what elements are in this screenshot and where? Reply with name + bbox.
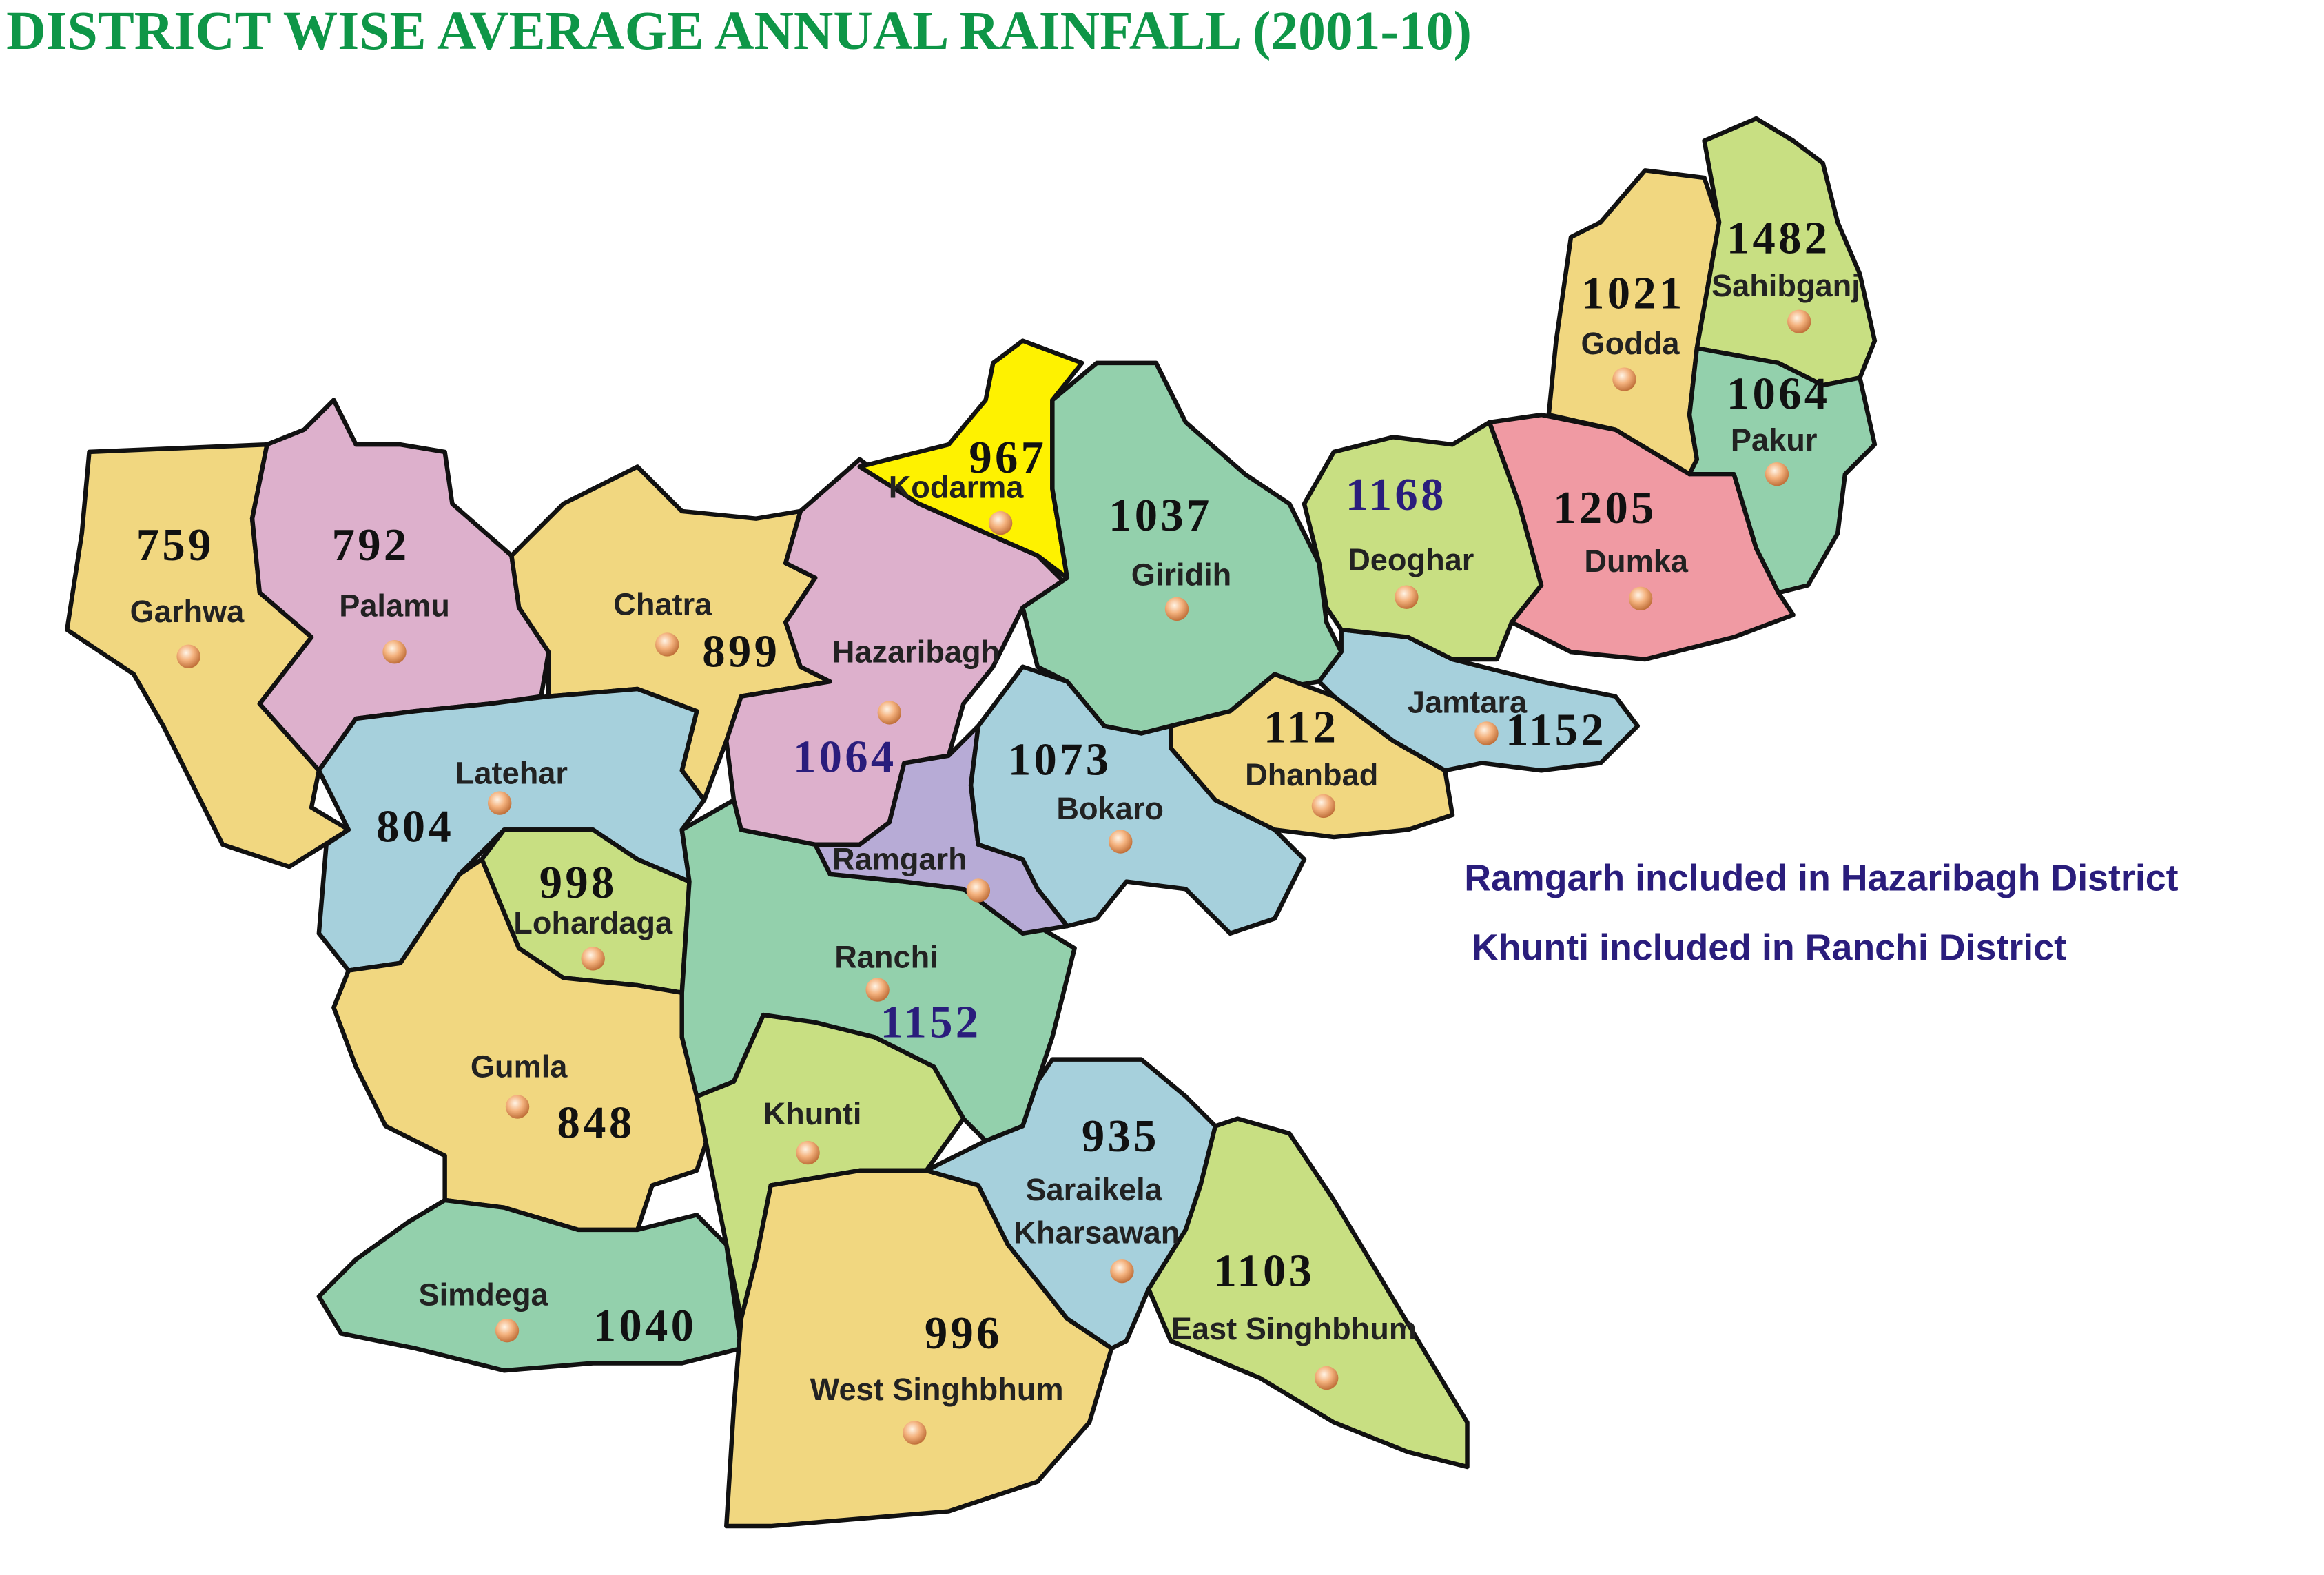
district-name: Kodarma xyxy=(889,470,1025,505)
district-dot xyxy=(903,1421,927,1445)
district-dot xyxy=(988,511,1013,535)
district-dot xyxy=(1110,1259,1134,1284)
district-rainfall: 1021 xyxy=(1581,268,1685,318)
district-rainfall: 1205 xyxy=(1553,483,1657,533)
district-name: Ramgarh xyxy=(832,841,967,876)
district-area xyxy=(316,1197,743,1373)
district-name: Bokaro xyxy=(1056,791,1164,826)
district-rainfall: 899 xyxy=(702,627,780,677)
district-rainfall: 935 xyxy=(1082,1111,1160,1162)
district-dot xyxy=(505,1095,530,1119)
district-dot xyxy=(495,1318,520,1343)
district-rainfall: 112 xyxy=(1264,702,1339,752)
district-name: Hazaribagh xyxy=(832,634,1000,669)
district-name: Khunti xyxy=(763,1096,862,1131)
map-title: DISTRICT WISE AVERAGE ANNUAL RAINFALL (2… xyxy=(6,1,1472,61)
district-rainfall: 1073 xyxy=(1008,735,1112,785)
district-rainfall: 804 xyxy=(376,801,454,852)
district-rainfall: 1040 xyxy=(593,1301,697,1351)
district-name: Palamu xyxy=(339,588,450,624)
district-name: Giridih xyxy=(1131,557,1232,592)
district-name: Kharsawan xyxy=(1014,1215,1180,1250)
district-dot xyxy=(1765,462,1789,486)
district-dot xyxy=(382,640,407,664)
district-name: Latehar xyxy=(455,756,568,791)
district-dot xyxy=(865,978,890,1002)
district-name: Dumka xyxy=(1584,544,1688,579)
district-name: Jamtara xyxy=(1408,684,1528,719)
district-name: Godda xyxy=(1581,326,1680,361)
district-dot xyxy=(488,791,512,815)
district-name: Gumla xyxy=(471,1049,568,1084)
district-rainfall: 848 xyxy=(557,1098,635,1149)
district-area xyxy=(331,857,714,1233)
district-name: Ranchi xyxy=(834,939,938,974)
district-name: Chatra xyxy=(613,586,712,621)
district-area xyxy=(1146,1116,1470,1470)
district-dot xyxy=(1315,1366,1339,1390)
district-area xyxy=(1169,672,1455,840)
district-rainfall: 759 xyxy=(136,520,214,570)
district-rainfall: 1152 xyxy=(881,997,982,1047)
district-dot xyxy=(796,1140,820,1165)
district-dot xyxy=(1787,309,1811,333)
district-dot xyxy=(581,947,605,971)
district-rainfall: 998 xyxy=(539,858,617,908)
district-rainfall: 1064 xyxy=(793,732,897,782)
note: Khunti included in Ranchi District xyxy=(1472,927,2066,969)
district-name: Dhanbad xyxy=(1245,757,1378,792)
district-name: West Singhbhum xyxy=(810,1372,1064,1407)
district-rainfall: 996 xyxy=(925,1308,1002,1359)
district-name: Lohardaga xyxy=(513,905,673,940)
district-name: Sahibganj xyxy=(1711,268,1860,303)
district-rainfall: 1482 xyxy=(1727,214,1831,264)
district-name: Deoghar xyxy=(1348,542,1474,577)
district-rainfall: 1064 xyxy=(1727,369,1831,420)
district-name: East Singhbhum xyxy=(1171,1311,1417,1346)
district-dot xyxy=(1628,586,1653,611)
district-rainfall: 1168 xyxy=(1346,470,1447,520)
district-dot xyxy=(1311,794,1336,819)
district-rainfall: 1152 xyxy=(1505,706,1607,756)
district-dot xyxy=(1395,585,1419,609)
district-dot xyxy=(176,644,200,668)
district-area xyxy=(968,664,1307,936)
district-name: Garhwa xyxy=(130,594,245,629)
district-dot xyxy=(1164,597,1189,621)
district-name: Pakur xyxy=(1731,422,1818,457)
district-rainfall: 792 xyxy=(332,520,410,570)
district-rainfall: 967 xyxy=(969,433,1047,483)
district-dot xyxy=(655,632,679,657)
district-rainfall: 1103 xyxy=(1213,1246,1315,1297)
district-dot xyxy=(1109,830,1133,854)
district-dot xyxy=(1612,367,1636,391)
district-name: Saraikela xyxy=(1025,1172,1162,1207)
district-area xyxy=(1020,360,1344,736)
district-area xyxy=(249,398,551,773)
district-dot xyxy=(877,701,902,725)
district-dot xyxy=(1474,721,1499,745)
district-dot xyxy=(966,878,991,903)
district-name: Simdega xyxy=(418,1277,548,1312)
district-rainfall: 1037 xyxy=(1109,491,1213,541)
district-area xyxy=(857,338,1084,580)
note: Ramgarh included in Hazaribagh District xyxy=(1464,857,2178,898)
